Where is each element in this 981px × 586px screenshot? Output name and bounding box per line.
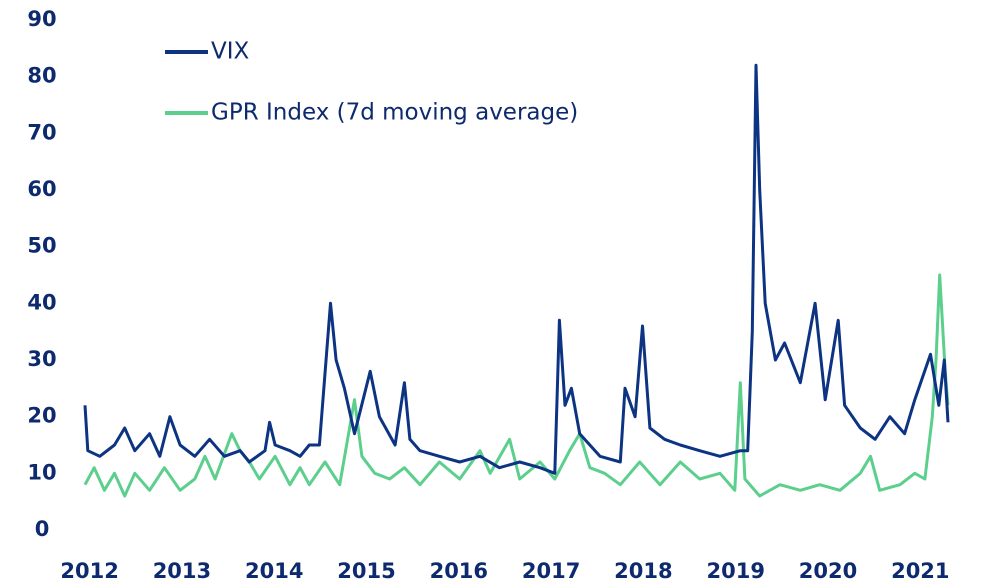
legend-label: GPR Index (7d moving average) — [211, 100, 578, 126]
x-tick-label: 2016 — [430, 559, 488, 583]
y-tick-label: 80 — [27, 64, 56, 88]
y-tick-label: 0 — [35, 517, 50, 541]
x-tick-label: 2019 — [706, 559, 764, 583]
y-tick-label: 50 — [27, 234, 56, 258]
series-line — [83, 273, 950, 498]
legend-label: VIX — [211, 39, 250, 65]
x-tick-label: 2012 — [60, 559, 118, 583]
y-tick-label: 10 — [27, 460, 56, 484]
x-tick-label: 2014 — [245, 559, 303, 583]
x-tick-label: 2018 — [614, 559, 672, 583]
x-tick-label: 2015 — [337, 559, 395, 583]
y-tick-label: 90 — [27, 7, 56, 31]
series-line — [83, 63, 950, 475]
y-tick-label: 30 — [27, 347, 56, 371]
x-tick-label: 2020 — [799, 559, 857, 583]
y-tick-label: 70 — [27, 120, 56, 144]
y-tick-label: 60 — [27, 177, 56, 201]
y-tick-label: 20 — [27, 404, 56, 428]
x-tick-label: 2021 — [891, 559, 949, 583]
x-tick-label: 2017 — [522, 559, 580, 583]
y-tick-label: 40 — [27, 290, 56, 314]
x-tick-label: 2013 — [153, 559, 211, 583]
